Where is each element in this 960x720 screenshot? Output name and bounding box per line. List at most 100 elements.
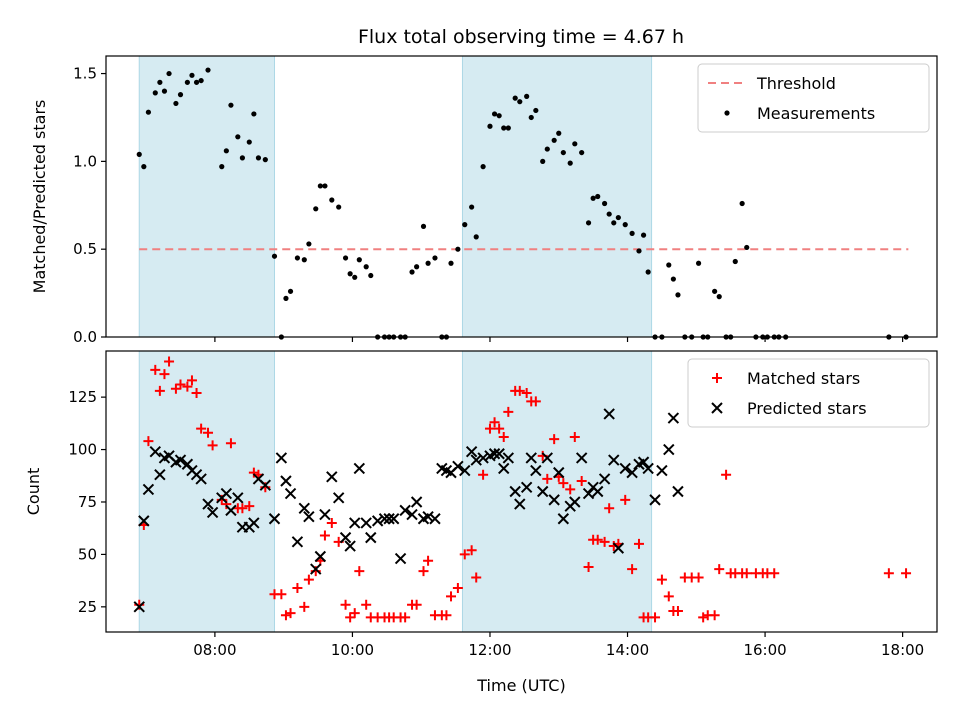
data-point xyxy=(361,599,372,610)
data-point xyxy=(422,510,434,523)
legend-label: Predicted stars xyxy=(747,399,867,418)
data-point xyxy=(548,494,560,506)
data-point xyxy=(590,195,596,201)
x-tick-label: 08:00 xyxy=(193,641,236,659)
data-point xyxy=(387,513,400,525)
data-point xyxy=(142,483,155,496)
shaded-interval-1 xyxy=(138,350,275,633)
data-point xyxy=(285,608,296,619)
data-point xyxy=(425,260,431,266)
data-point xyxy=(484,423,495,434)
data-point xyxy=(615,214,621,221)
data-point xyxy=(429,513,441,525)
data-point xyxy=(184,79,190,85)
data-point xyxy=(175,379,186,390)
data-point xyxy=(244,501,255,512)
y-tick-label: 75 xyxy=(78,493,97,511)
data-point xyxy=(420,223,427,229)
data-point xyxy=(642,462,654,475)
data-point xyxy=(462,222,468,228)
data-point xyxy=(493,448,505,460)
data-point xyxy=(280,475,292,487)
data-point xyxy=(667,412,680,424)
data-point xyxy=(556,130,562,136)
data-point xyxy=(636,248,642,254)
data-point xyxy=(235,134,241,140)
data-point xyxy=(349,517,361,529)
y-tick-label: 125 xyxy=(68,388,97,406)
data-point xyxy=(225,504,237,517)
data-point xyxy=(455,246,461,252)
data-point xyxy=(161,88,168,94)
data-point xyxy=(732,258,738,265)
data-point xyxy=(319,530,330,541)
data-point xyxy=(633,538,644,549)
data-point xyxy=(693,572,704,583)
data-point xyxy=(196,423,207,434)
data-point xyxy=(173,100,179,107)
data-point xyxy=(712,288,718,294)
series-predicted-stars xyxy=(133,408,684,613)
y-axis-label: Count xyxy=(24,468,43,516)
data-point xyxy=(459,549,470,560)
legend-marker xyxy=(712,373,722,383)
data-point xyxy=(441,610,452,621)
data-point xyxy=(544,146,550,152)
data-point xyxy=(280,610,291,621)
data-point xyxy=(452,460,464,473)
data-point xyxy=(709,610,720,621)
data-point xyxy=(469,204,475,210)
data-point xyxy=(498,431,509,442)
y-tick-label: 25 xyxy=(78,598,97,616)
data-point xyxy=(663,591,674,602)
data-point xyxy=(164,356,175,367)
data-point xyxy=(524,93,530,99)
data-point xyxy=(326,471,338,483)
data-point xyxy=(287,288,294,294)
data-point xyxy=(509,485,521,498)
data-point xyxy=(329,197,335,203)
data-point xyxy=(466,545,477,556)
data-point xyxy=(640,232,647,238)
data-point xyxy=(514,498,526,510)
data-point xyxy=(186,375,197,386)
data-point xyxy=(514,385,525,396)
data-point xyxy=(248,467,259,478)
data-point xyxy=(549,434,560,445)
data-point xyxy=(383,513,395,525)
data-point xyxy=(276,589,287,600)
data-point xyxy=(551,137,557,143)
data-point xyxy=(154,385,165,396)
data-point xyxy=(368,272,374,279)
data-point xyxy=(133,601,145,613)
data-point xyxy=(480,164,486,170)
data-point xyxy=(237,503,248,514)
data-point xyxy=(494,423,505,434)
data-point xyxy=(769,568,780,579)
data-point xyxy=(530,464,542,477)
data-point xyxy=(149,445,161,458)
data-point xyxy=(322,183,328,189)
data-point xyxy=(663,443,675,456)
data-point xyxy=(603,408,615,420)
y-tick-label: 0.5 xyxy=(73,240,97,258)
data-point xyxy=(365,531,377,544)
series-matched-stars xyxy=(134,356,912,623)
data-point xyxy=(418,566,429,577)
data-point xyxy=(336,204,342,210)
data-point xyxy=(246,139,252,145)
data-point xyxy=(205,67,211,73)
data-point xyxy=(612,542,625,554)
data-point xyxy=(517,99,523,105)
data-point xyxy=(576,476,587,487)
data-point xyxy=(356,257,362,263)
axes-frame xyxy=(105,350,938,633)
data-point xyxy=(739,200,745,207)
data-point xyxy=(423,555,434,566)
data-point xyxy=(626,466,638,479)
shaded-interval-2 xyxy=(461,55,653,338)
legend-label: Measurements xyxy=(757,104,875,123)
data-point xyxy=(533,107,539,114)
data-point xyxy=(411,599,422,610)
data-point xyxy=(901,568,912,579)
